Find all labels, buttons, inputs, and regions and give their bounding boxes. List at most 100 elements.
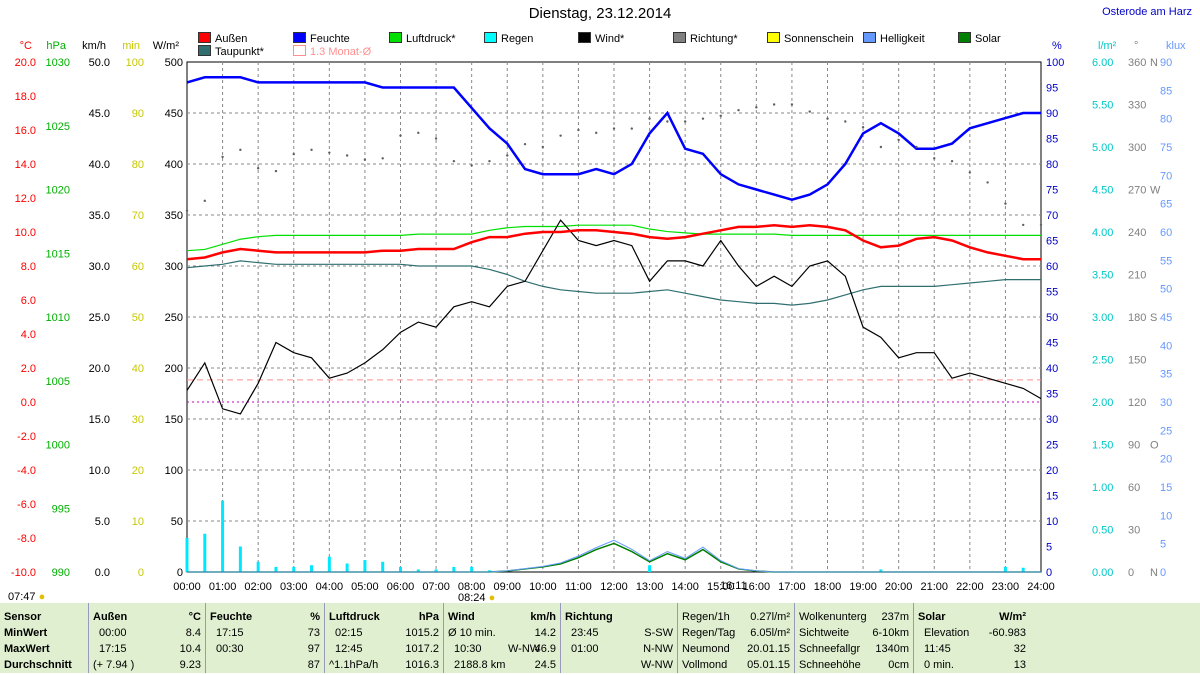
legend-swatch (484, 32, 497, 43)
rain-bar (470, 566, 474, 572)
station-link[interactable]: Osterode am Harz (1102, 6, 1192, 18)
stats-feuchte-avg-value: 87 (307, 659, 320, 671)
x-tick-label: 17:00 (778, 581, 806, 593)
y-tick-wind: 50.0 (89, 57, 110, 69)
stats-vollmond-label: Vollmond (682, 659, 728, 671)
direction-point (1039, 223, 1043, 227)
direction-point (506, 154, 509, 157)
legend-swatch (198, 32, 211, 43)
legend-swatch (198, 45, 211, 56)
stats-schneefall-value: 1340m (875, 643, 909, 655)
y-tick-rain: 0.00 (1092, 567, 1113, 579)
stats-feuchte-unit: % (310, 611, 320, 623)
y-tick-min: 80 (132, 159, 144, 171)
direction-point (577, 128, 580, 132)
y-tick-solar: 200 (165, 363, 183, 375)
legend-item-4: Wind* (578, 32, 624, 45)
x-tick-label: 09:00 (493, 581, 521, 593)
y-tick-dir: 30 (1128, 525, 1140, 537)
stats-richtung-max-time: 01:00 (571, 643, 599, 655)
stats-feuchte: Feuchte% 17:15 73 00:30 97 87 (206, 603, 325, 673)
stats-luftdruck-min-time: 02:15 (335, 627, 363, 639)
rain-bar (238, 546, 242, 572)
x-tick-label: 16:00 (743, 581, 771, 593)
stats-feuchte-min-value: 73 (307, 627, 320, 639)
stats-regen: Regen/1h 0.27l/m² Regen/Tag 6.05l/m² Neumo… (678, 603, 795, 673)
stats-regen-day-label: Regen/Tag (682, 627, 736, 639)
y-tick-dir: 360 (1128, 57, 1146, 69)
y-tick-rain: 5.50 (1092, 100, 1113, 112)
y-tick-hum: 10 (1046, 516, 1058, 528)
legend-label: Luftdruck* (406, 33, 456, 45)
rain-bar (327, 556, 331, 572)
y-tick-hum: 85 (1046, 134, 1058, 146)
x-tick-label: 01:00 (209, 581, 237, 593)
stats-luftdruck-max-time: 12:45 (335, 643, 363, 655)
y-tick-min: 100 (126, 57, 144, 69)
y-tick-solar: 0 (177, 567, 183, 579)
y-tick-rain: 2.50 (1092, 355, 1113, 367)
direction-point (612, 127, 616, 130)
direction-point (915, 145, 918, 149)
y-tick-klux: 70 (1160, 170, 1172, 182)
direction-point (630, 127, 633, 130)
direction-point (950, 159, 954, 163)
legend-item-2: Luftdruck* (389, 32, 456, 45)
y-tick-temp: 10.0 (15, 227, 36, 239)
stats-luftdruck: Luftdruck hPa 02:15 1015.2 12:45 1017.2 ^1.… (325, 603, 444, 673)
y-tick-klux: 40 (1160, 340, 1172, 352)
direction-point (648, 117, 651, 120)
y-tick-klux: 25 (1160, 425, 1172, 437)
stats-feuchte-max-value: 97 (307, 643, 320, 655)
y-tick-press: 990 (52, 567, 70, 579)
y-tick-klux: 20 (1160, 454, 1172, 466)
y-tick-rain: 5.00 (1092, 142, 1113, 154)
y-tick-hum: 60 (1046, 261, 1058, 273)
direction-point (274, 169, 278, 173)
y-tick-klux: 60 (1160, 227, 1172, 239)
direction-point (968, 171, 972, 174)
y-tick-wind: 0.0 (95, 567, 110, 579)
stats-wind-avg10-value: 14.2 (534, 627, 556, 639)
y-tick-hum: 80 (1046, 159, 1058, 171)
direction-point (683, 120, 687, 123)
direction-point (203, 199, 206, 203)
y-tick-press: 1000 (46, 440, 70, 452)
y-tick-rain: 0.50 (1092, 525, 1113, 537)
stats-aussen-head: Außen (93, 611, 128, 623)
y-tick-temp: 2.0 (21, 363, 36, 375)
rain-bar (185, 538, 189, 572)
direction-point (772, 103, 776, 106)
stats-label-min: MinWert (4, 627, 48, 639)
sunset-marker: 08:24 ● (458, 592, 496, 604)
x-tick-label: 08:00 (458, 581, 486, 593)
y-tick-temp: 4.0 (21, 329, 36, 341)
legend-item-1: Feuchte (293, 32, 350, 45)
y-tick-hum: 90 (1046, 108, 1058, 120)
direction-point (256, 167, 260, 170)
y-tick-solar: 300 (165, 261, 183, 273)
y-tick-rain: 1.00 (1092, 482, 1113, 494)
y-tick-temp: -10.0 (11, 567, 36, 579)
stats-regen-hour-label: Regen/1h (682, 611, 730, 623)
direction-point (826, 117, 829, 120)
y-tick-dir: 180 (1128, 312, 1146, 324)
rain-bar (1021, 567, 1025, 572)
x-tick-label: 18:00 (814, 581, 842, 593)
direction-point (221, 155, 224, 159)
dir-letter: O (1150, 440, 1159, 452)
stats-solar-avg-value: 13 (1013, 659, 1026, 671)
legend-label: Helligkeit (880, 33, 925, 45)
y-tick-wind: 20.0 (89, 363, 110, 375)
stats-luftdruck-trend: ^1.1hPa/h (329, 659, 379, 671)
stats-aussen-avg-delta: (+ 7.94 ) (93, 659, 135, 671)
stats-aussen-max-value: 10.4 (179, 643, 201, 655)
stats-wind-max-value: 46.9 (534, 643, 556, 655)
series-helligkeit (187, 539, 1041, 573)
y-tick-rain: 1.50 (1092, 440, 1113, 452)
direction-point (417, 131, 420, 135)
direction-point (345, 154, 349, 157)
y-tick-wind: 5.0 (95, 516, 110, 528)
y-tick-solar: 500 (165, 57, 183, 69)
legend-item-5: Richtung* (673, 32, 738, 45)
